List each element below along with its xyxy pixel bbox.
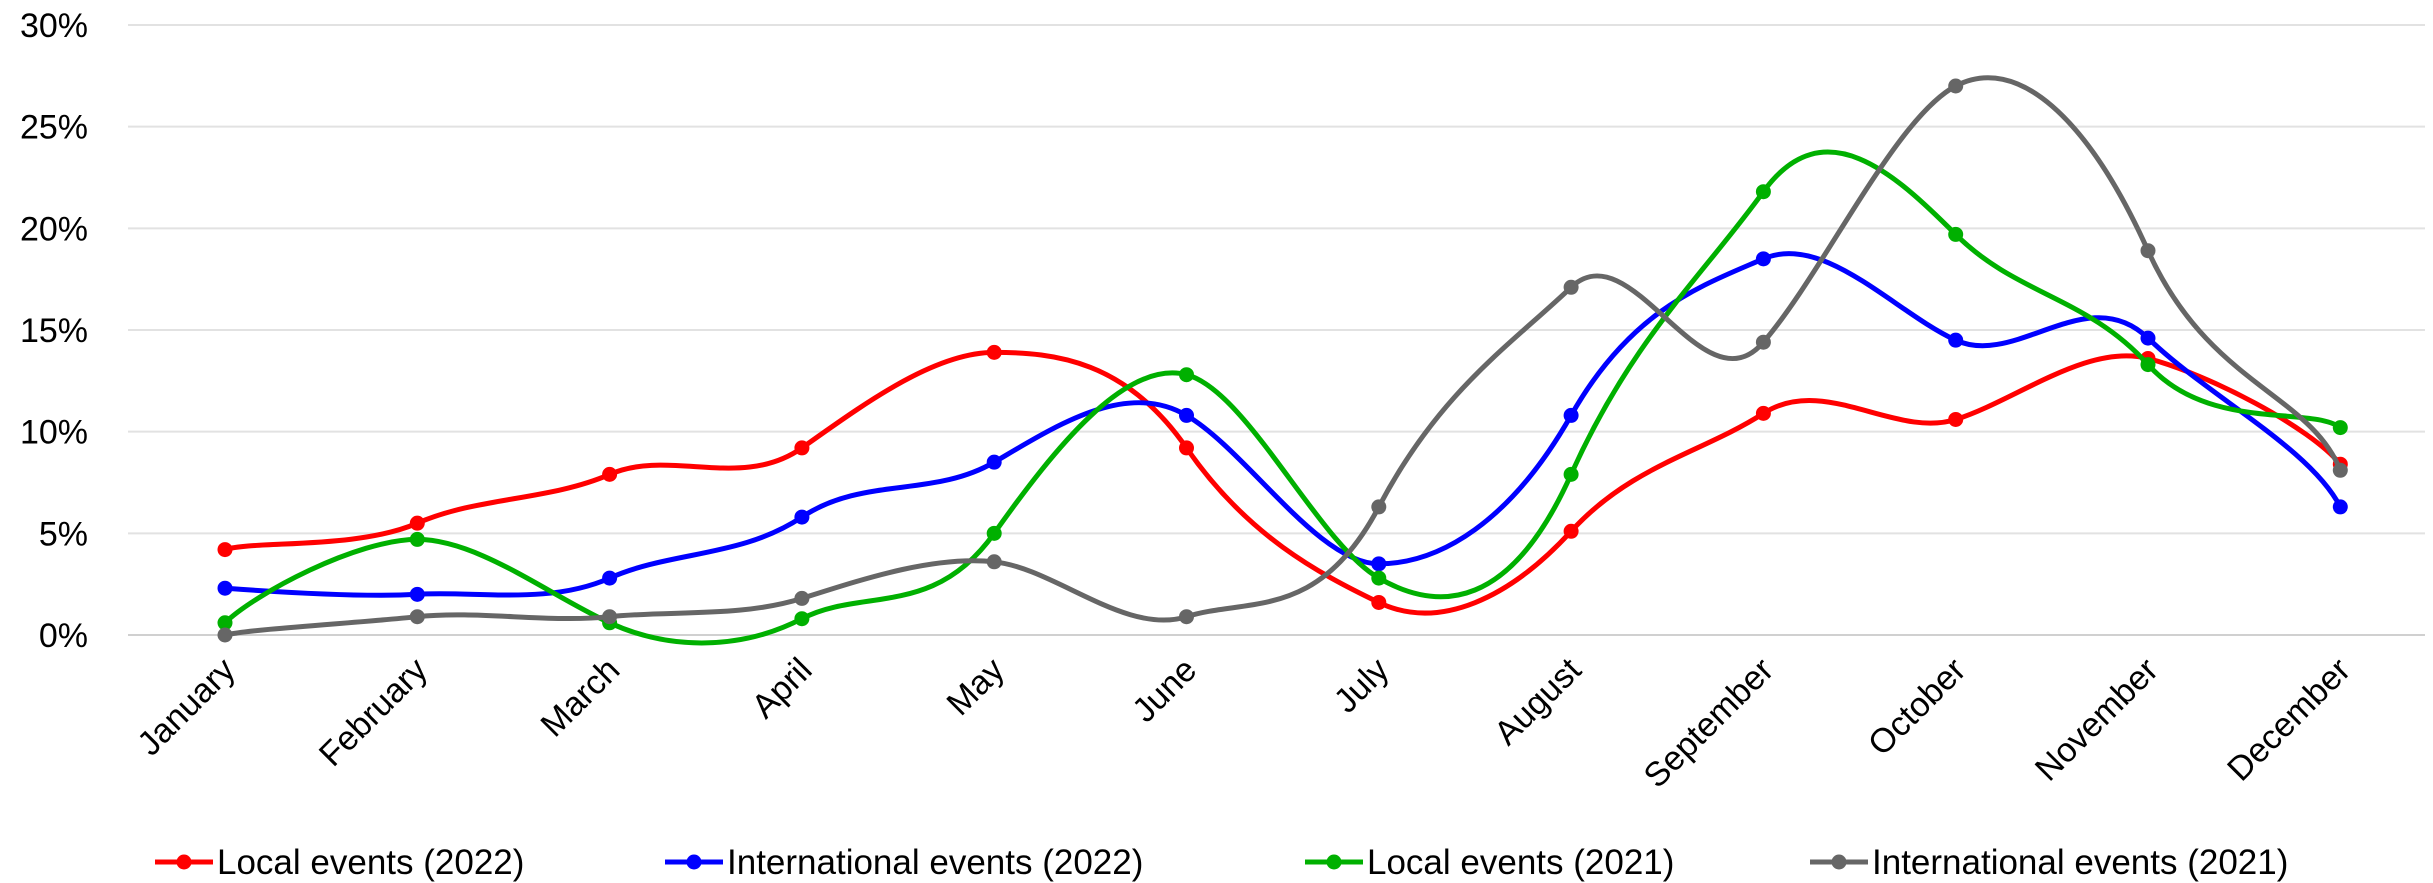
x-tick-label: May xyxy=(940,651,1012,723)
data-point xyxy=(1371,499,1387,515)
y-tick-label: 5% xyxy=(39,515,88,553)
legend-item: International events (2022) xyxy=(665,843,1143,882)
data-point xyxy=(1948,332,1964,348)
data-point xyxy=(1755,334,1771,350)
legend-item: Local events (2022) xyxy=(155,843,524,882)
data-point xyxy=(409,609,425,625)
data-point xyxy=(1563,523,1579,539)
data-point xyxy=(602,570,618,586)
y-tick-label: 15% xyxy=(20,312,88,350)
x-tick-label: November xyxy=(2028,651,2166,789)
data-point xyxy=(409,586,425,602)
data-point xyxy=(986,454,1002,470)
series-lines xyxy=(217,75,2348,646)
data-point xyxy=(794,509,810,525)
x-tick-label: August xyxy=(1487,650,1589,752)
data-point xyxy=(2140,357,2156,373)
x-tick-label: March xyxy=(534,651,628,745)
legend-marker xyxy=(686,854,702,870)
data-point xyxy=(1371,556,1387,572)
x-tick-label: October xyxy=(1861,651,1973,763)
data-point xyxy=(217,542,233,558)
y-tick-label: 10% xyxy=(20,414,88,452)
y-tick-label: 25% xyxy=(20,109,88,147)
x-tick-label: July xyxy=(1327,651,1397,721)
y-tick-label: 20% xyxy=(20,210,88,248)
series-2 xyxy=(217,251,2348,602)
x-axis-tick-labels: January February March April May June July Augu… xyxy=(130,650,2358,795)
x-tick-label: December xyxy=(2220,651,2358,789)
data-point xyxy=(986,344,1002,360)
legend-label: International events (2022) xyxy=(727,843,1143,882)
data-point xyxy=(986,525,1002,541)
data-point xyxy=(794,590,810,606)
legend-label: International events (2021) xyxy=(1872,843,2288,882)
y-axis-tick-labels: 0% 5% 10% 15% 20% 25% 30% xyxy=(20,7,88,655)
data-point xyxy=(1563,279,1579,295)
series-1 xyxy=(217,344,2348,616)
data-point xyxy=(1179,367,1194,383)
data-point xyxy=(217,580,233,596)
legend-item: Local events (2021) xyxy=(1305,843,1674,882)
series-line xyxy=(222,75,2343,638)
series-4 xyxy=(217,75,2348,643)
data-point xyxy=(1948,226,1964,242)
series-3 xyxy=(217,149,2348,646)
gridlines xyxy=(128,24,2425,636)
data-point xyxy=(217,615,233,631)
legend-marker xyxy=(1831,854,1847,870)
x-tick-label: September xyxy=(1637,651,1781,795)
data-point xyxy=(2332,462,2348,478)
legend: Local events (2022) International events … xyxy=(155,843,2288,882)
data-point xyxy=(2332,499,2348,515)
data-point xyxy=(409,515,425,531)
y-tick-label: 0% xyxy=(39,617,88,655)
data-point xyxy=(217,627,233,643)
data-point xyxy=(602,609,618,625)
legend-marker xyxy=(1326,854,1342,870)
legend-label: Local events (2022) xyxy=(217,843,524,882)
data-point xyxy=(602,466,618,482)
data-point xyxy=(1179,407,1194,423)
data-point xyxy=(1371,594,1387,610)
x-tick-label: June xyxy=(1125,651,1204,730)
data-point xyxy=(794,440,810,456)
data-point xyxy=(986,554,1002,570)
data-point xyxy=(1179,440,1194,456)
data-point xyxy=(1755,405,1771,421)
data-point xyxy=(1948,411,1964,427)
data-point xyxy=(1179,609,1194,625)
data-point xyxy=(2140,330,2156,346)
data-point xyxy=(1371,570,1387,586)
data-point xyxy=(2332,420,2348,436)
data-point xyxy=(794,611,810,627)
data-point xyxy=(1948,78,1964,94)
data-point xyxy=(1755,184,1771,200)
data-point xyxy=(409,531,425,547)
legend-marker xyxy=(176,854,192,870)
x-tick-label: February xyxy=(312,651,435,774)
series-line xyxy=(222,149,2343,646)
data-point xyxy=(1563,466,1579,482)
data-point xyxy=(1755,251,1771,267)
x-tick-label: January xyxy=(130,651,242,763)
legend-label: Local events (2021) xyxy=(1367,843,1674,882)
y-tick-label: 30% xyxy=(20,7,88,45)
x-tick-label: April xyxy=(745,651,820,726)
data-point xyxy=(2140,243,2156,259)
data-point xyxy=(1563,407,1579,423)
legend-item: International events (2021) xyxy=(1810,843,2288,882)
series-line xyxy=(222,349,2343,616)
